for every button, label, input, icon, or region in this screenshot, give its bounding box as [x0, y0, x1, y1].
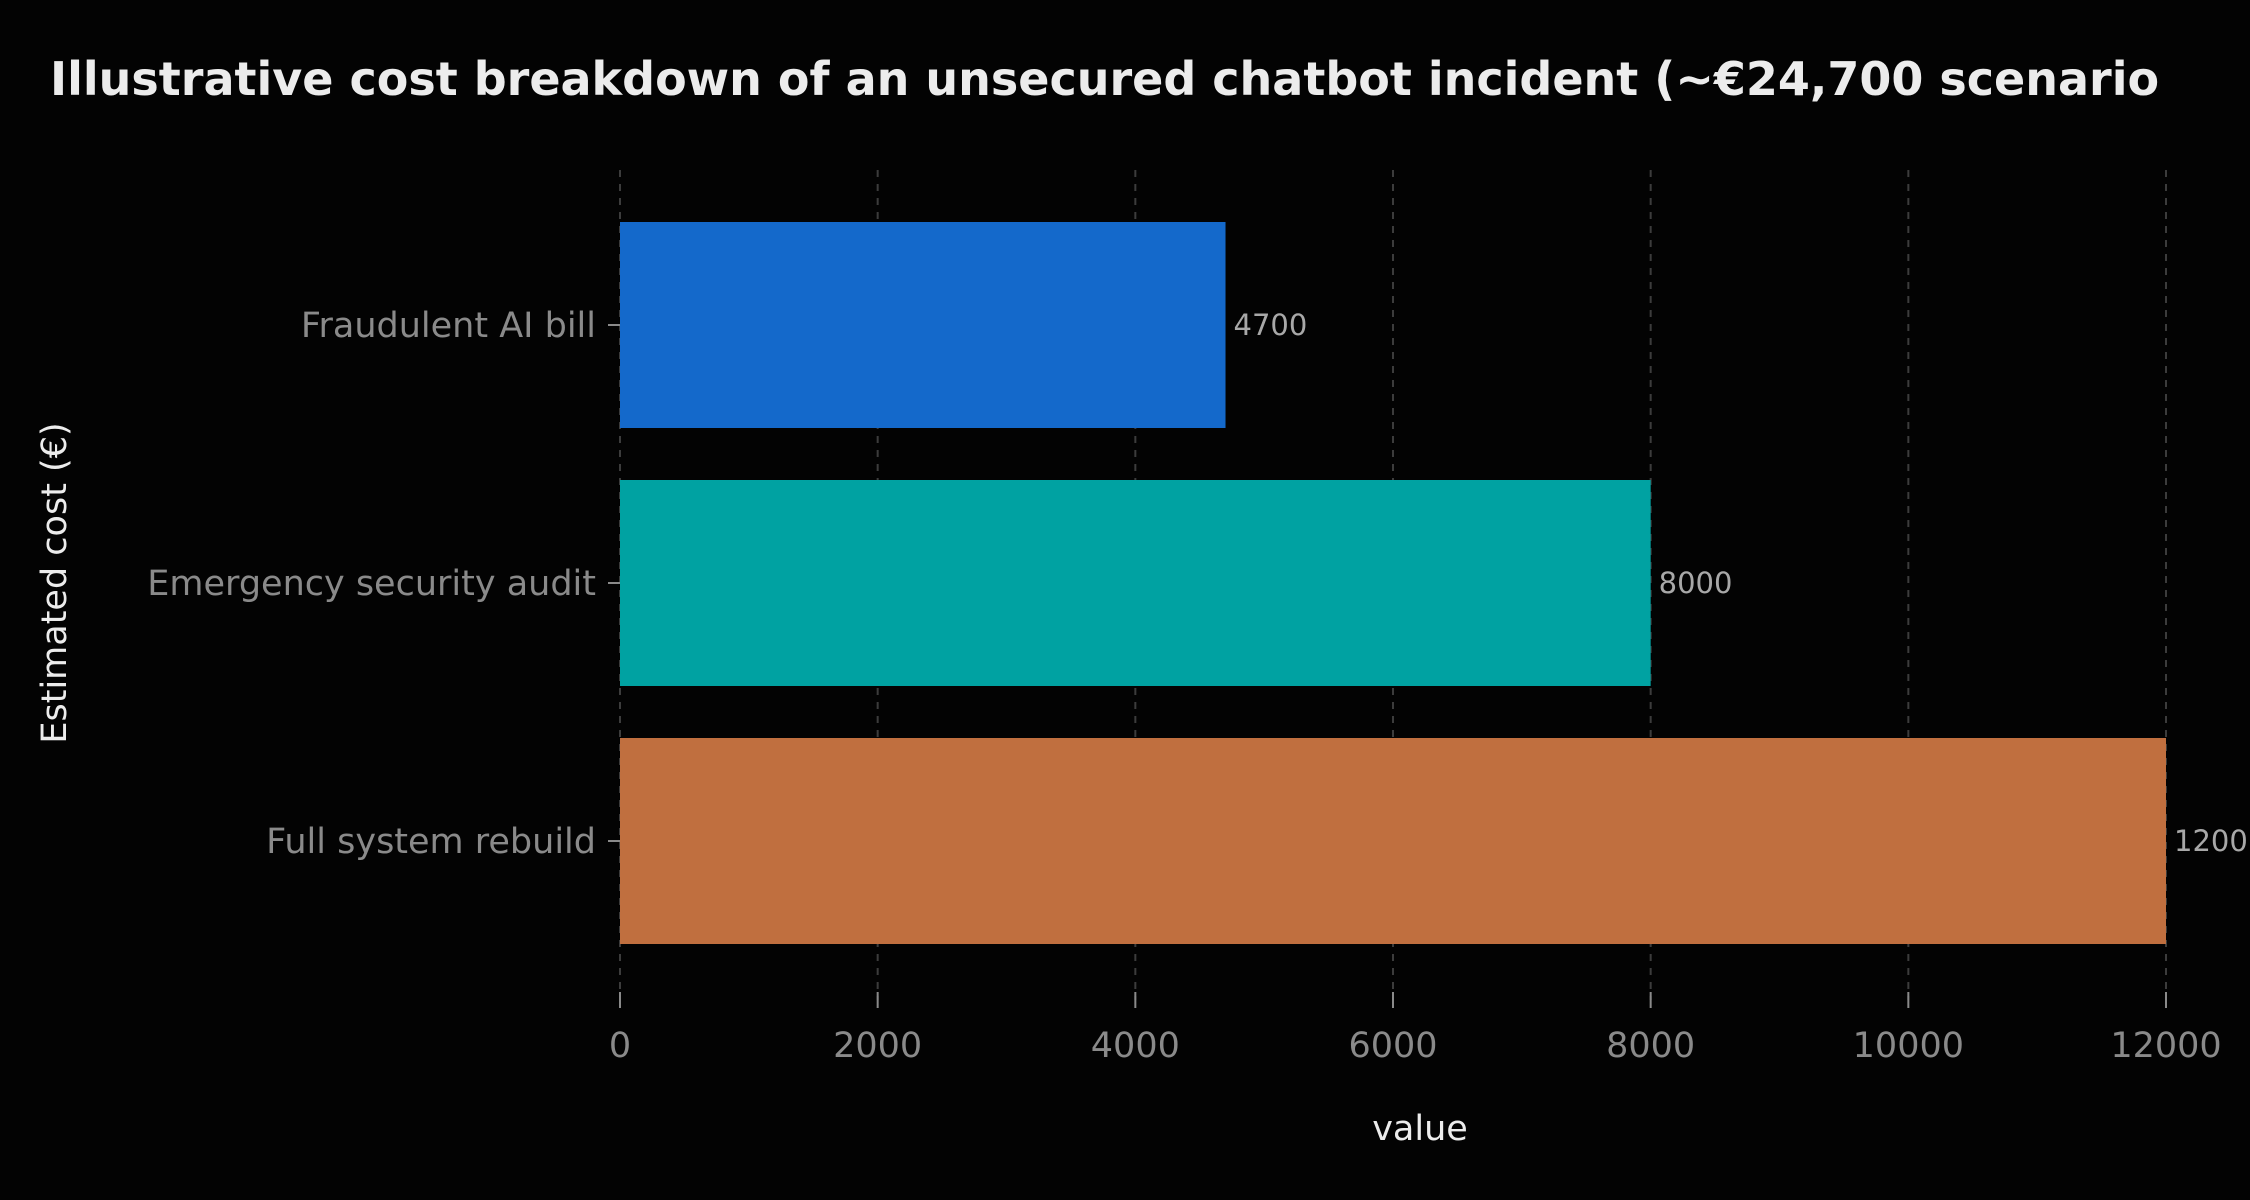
y-tick-label: Full system rebuild: [266, 822, 596, 862]
value-labels: 4700 8000 1200: [1234, 308, 2248, 858]
bar: [620, 222, 1226, 428]
value-label: 4700: [1234, 308, 1308, 342]
x-tick-label: 6000: [1348, 1026, 1437, 1066]
y-axis-label: Estimated cost (€): [35, 422, 75, 743]
value-label: 1200: [2174, 824, 2248, 858]
x-axis-label: value: [1372, 1109, 1468, 1149]
value-label: 8000: [1659, 566, 1733, 600]
bar: [620, 480, 1651, 686]
x-tick-label: 4000: [1091, 1026, 1180, 1066]
x-tick-label: 10000: [1853, 1026, 1964, 1066]
x-axis-ticks: 0 2000 4000 6000 8000 10000 12000: [609, 992, 2222, 1066]
y-tick-label: Fraudulent AI bill: [301, 306, 596, 346]
x-tick-label: 8000: [1606, 1026, 1695, 1066]
bars: [620, 222, 2166, 944]
x-tick-label: 0: [609, 1026, 631, 1066]
bar: [620, 738, 2166, 944]
x-tick-label: 12000: [2110, 1026, 2221, 1066]
y-axis-ticks: Fraudulent AI bill Emergency security aud…: [147, 306, 620, 862]
x-tick-label: 2000: [833, 1026, 922, 1066]
y-tick-label: Emergency security audit: [147, 564, 596, 604]
chart-title: Illustrative cost breakdown of an unsecu…: [50, 52, 2159, 106]
